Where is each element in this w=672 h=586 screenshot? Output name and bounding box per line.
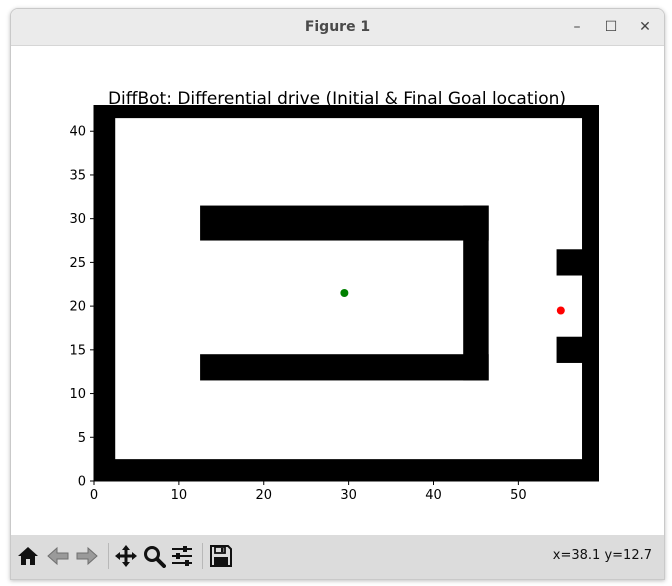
pan-icon[interactable] xyxy=(112,542,140,570)
x-tick-label: 10 xyxy=(171,488,188,503)
y-tick-label: 20 xyxy=(69,300,86,315)
close-button[interactable]: ✕ xyxy=(639,19,651,35)
y-tick-label: 35 xyxy=(69,168,86,183)
goal-point xyxy=(556,306,565,315)
toolbar-separator xyxy=(108,543,109,569)
home-icon[interactable] xyxy=(14,542,42,570)
figure-canvas[interactable]: DiffBot: Differential drive (Initial & F… xyxy=(11,46,664,535)
navigation-toolbar: x=38.1 y=12.7 xyxy=(11,535,664,579)
minimize-button[interactable]: – xyxy=(573,19,581,35)
cursor-coordinates: x=38.1 y=12.7 xyxy=(552,548,652,563)
y-tick-label: 30 xyxy=(69,212,86,227)
y-tick-label: 5 xyxy=(78,431,86,446)
window-title: Figure 1 xyxy=(304,19,371,35)
plot-area: 0 10 20 30 40 50 0 5 10 15 20 25 30 35 40 xyxy=(69,105,599,503)
x-tick-label: 0 xyxy=(90,488,98,503)
x-tick-label: 40 xyxy=(425,488,442,503)
y-tick-label: 15 xyxy=(69,343,86,358)
x-tick-label: 50 xyxy=(510,488,527,503)
figure-window: Figure 1 – ☐ ✕ DiffBot: Differential dri… xyxy=(10,8,665,580)
y-tick-label: 10 xyxy=(69,387,86,402)
forward-icon[interactable] xyxy=(73,542,101,570)
x-tick-label: 20 xyxy=(255,488,272,503)
obstacle-block xyxy=(94,105,116,481)
obstacle-block xyxy=(200,354,489,381)
back-icon[interactable] xyxy=(44,542,72,570)
zoom-icon[interactable] xyxy=(140,542,168,570)
obstacle-block xyxy=(582,105,599,481)
save-icon[interactable] xyxy=(207,542,235,570)
toolbar-separator xyxy=(202,543,203,569)
title-bar[interactable]: Figure 1 – ☐ ✕ xyxy=(11,9,664,46)
obstacle-block xyxy=(94,105,599,119)
initial-point xyxy=(340,289,349,297)
obstacle-block xyxy=(556,249,599,276)
maximize-button[interactable]: ☐ xyxy=(604,19,618,35)
configure-subplots-icon[interactable] xyxy=(168,542,196,570)
y-tick-label: 25 xyxy=(69,256,86,271)
obstacle-block xyxy=(94,459,599,481)
obstacle-block xyxy=(200,205,489,241)
x-tick-label: 30 xyxy=(340,488,357,503)
obstacle-block xyxy=(463,205,489,381)
y-tick-label: 40 xyxy=(69,125,86,140)
chart-title: DiffBot: Differential drive (Initial & F… xyxy=(108,89,566,109)
y-tick-label: 0 xyxy=(78,475,86,490)
obstacle-block xyxy=(556,336,599,363)
